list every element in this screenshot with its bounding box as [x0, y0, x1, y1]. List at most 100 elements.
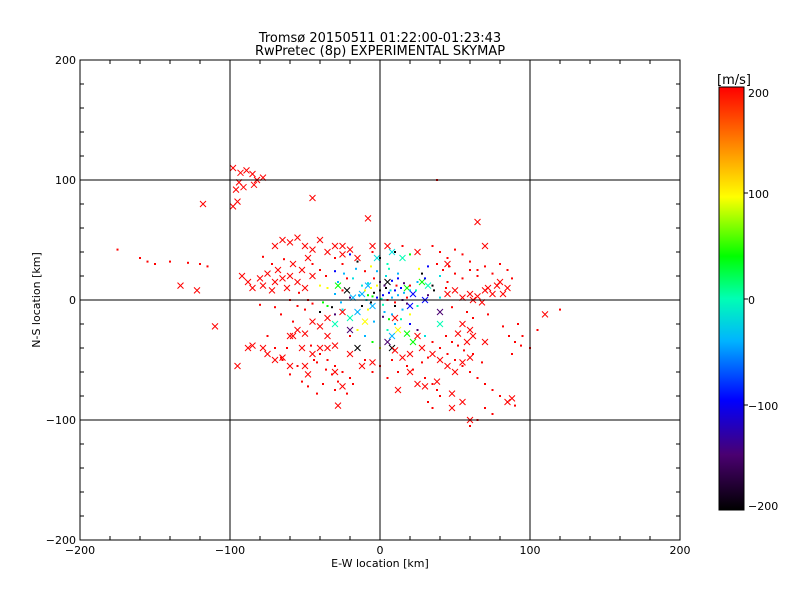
data-point-dot: [508, 335, 510, 337]
data-point-dot: [394, 301, 396, 304]
data-point-x: [466, 354, 474, 361]
data-point-dot: [427, 356, 429, 359]
data-point-x: [309, 194, 316, 202]
data-point-dot: [364, 270, 366, 273]
data-point-dot: [334, 313, 336, 316]
data-point-dot: [431, 284, 434, 287]
data-point-x: [286, 332, 294, 340]
data-point-x: [256, 275, 264, 282]
data-point-x: [249, 342, 256, 349]
data-point-dot: [469, 269, 471, 271]
data-point-dot: [199, 263, 201, 265]
data-point-dot: [406, 302, 408, 305]
y-axis-label: N-S location [km]: [30, 252, 43, 348]
data-point-x: [361, 318, 369, 325]
data-point-dot: [395, 284, 398, 287]
data-point-x: [324, 332, 331, 340]
data-point-dot: [439, 347, 441, 349]
data-point-dot: [416, 281, 419, 283]
data-point-dot: [424, 335, 426, 337]
data-point-x: [433, 378, 441, 385]
data-point-dot: [401, 245, 404, 247]
data-point-x: [436, 308, 444, 316]
data-point-dot: [341, 308, 344, 311]
data-point-dot: [559, 308, 561, 311]
data-point-dot: [506, 269, 509, 271]
grid-lines: [80, 60, 680, 540]
data-point-dot: [373, 291, 375, 294]
data-point-x: [193, 287, 201, 294]
data-point-dot: [536, 329, 539, 331]
data-point-dot: [427, 294, 429, 297]
data-point-dot: [334, 270, 336, 273]
data-point-dot: [491, 389, 494, 391]
data-point-dot: [316, 361, 318, 364]
data-point-dot: [386, 329, 389, 331]
data-point-dot: [289, 373, 291, 376]
data-point-x: [271, 278, 279, 286]
data-point-x: [343, 287, 351, 294]
data-point-dot: [361, 305, 363, 307]
data-point-dot: [319, 353, 321, 355]
data-point-dot: [406, 365, 408, 367]
data-point-x: [388, 332, 396, 340]
data-point-dot: [352, 383, 354, 385]
data-point-x: [424, 282, 432, 289]
data-point-dot: [403, 282, 405, 285]
data-point-dot: [388, 291, 390, 294]
data-point-dot: [146, 260, 149, 263]
data-point-x: [309, 350, 316, 358]
data-point-dot: [469, 371, 471, 373]
data-point-x: [249, 284, 256, 292]
data-point-dot: [451, 306, 453, 309]
data-point-dot: [266, 335, 269, 337]
data-point-x: [391, 314, 399, 322]
data-point-dot: [409, 313, 411, 316]
data-point-x: [259, 344, 267, 352]
data-point-x: [409, 290, 417, 298]
data-point-x: [429, 350, 436, 358]
data-point-x: [279, 236, 286, 244]
data-point-dot: [401, 308, 404, 311]
data-point-dot: [472, 353, 474, 355]
chart-subtitle: RwPretec (8p) EXPERIMENTAL SKYMAP: [255, 44, 505, 59]
data-point-dot: [412, 368, 414, 371]
data-point-dot: [380, 297, 383, 300]
data-point-dot: [341, 289, 344, 292]
data-point-dot: [301, 380, 303, 383]
data-point-dot: [383, 284, 386, 287]
colorbar-tick-label: −200: [748, 500, 778, 513]
data-point-x: [286, 272, 294, 280]
data-point-dot: [169, 260, 171, 263]
data-point-dot: [367, 294, 369, 297]
data-point-dot: [391, 279, 393, 282]
minor-ticks: [79, 59, 681, 541]
data-point-x: [469, 332, 477, 340]
data-point-x: [394, 386, 402, 394]
data-point-x: [244, 344, 252, 352]
data-point-dot: [356, 311, 359, 313]
data-point-dot: [424, 277, 426, 280]
data-point-x: [339, 308, 346, 316]
data-point-dot: [454, 272, 456, 275]
data-point-dot: [334, 365, 336, 367]
data-point-dot: [340, 301, 342, 304]
data-point-x: [444, 290, 451, 298]
data-point-x: [414, 332, 421, 340]
data-point-dot: [461, 253, 464, 256]
data-point-dot: [304, 308, 306, 311]
data-point-dot: [476, 377, 479, 379]
data-point-dot: [431, 407, 434, 409]
y-tick-labels: 200 100 0 −100 −200: [46, 54, 76, 547]
data-point-dot: [511, 353, 513, 355]
y-tick-label: −200: [46, 534, 76, 547]
chart-title: Tromsø 20150511 01:22:00-01:23:43: [258, 31, 501, 46]
data-point-dot: [406, 296, 408, 299]
data-point-x: [489, 290, 496, 298]
data-point-dot: [454, 248, 456, 251]
data-point-dot: [442, 269, 444, 271]
data-point-dot: [349, 317, 351, 319]
data-point-x: [309, 246, 316, 253]
data-point-x: [177, 282, 184, 289]
